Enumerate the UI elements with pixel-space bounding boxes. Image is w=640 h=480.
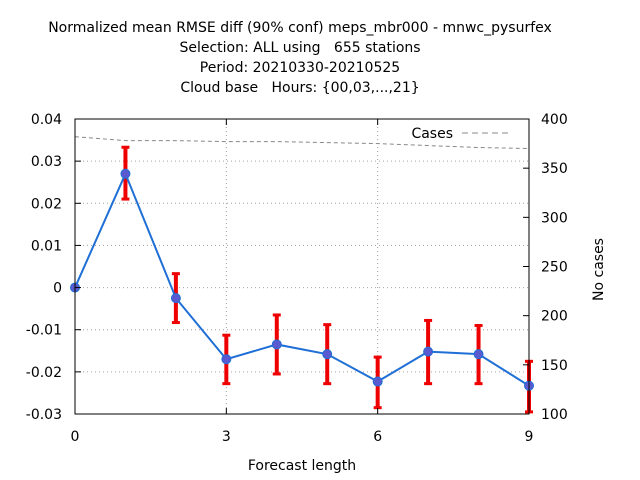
tick-labels: 0.04 0.03 0.02 0.01 0 -0.01 -0.02 -0.03 0 3 6 9 400 3…	[26, 112, 568, 445]
plot-border	[74, 118, 530, 415]
x-tick-label: 9	[525, 429, 534, 445]
x-axis-title: Forecast length	[248, 458, 356, 474]
y-tick-label: -0.01	[26, 323, 62, 339]
chart-title: Normalized mean RMSE diff (90% conf) mep…	[0, 18, 600, 98]
x-tick-label: 3	[222, 429, 231, 445]
legend: Cases	[411, 126, 512, 142]
data-point	[271, 339, 282, 350]
data-point	[170, 293, 181, 304]
y-tick-label: -0.03	[26, 407, 62, 423]
y2-tick-label: 400	[541, 112, 568, 128]
y2-tick-label: 300	[541, 210, 568, 226]
cases-series	[74, 136, 530, 149]
y2-axis-title: No cases	[591, 238, 607, 301]
title-line-3: Period: 20210330-20210525	[199, 60, 401, 76]
y-tick-label: 0.03	[31, 154, 62, 170]
y2-tick-label: 200	[541, 309, 568, 325]
cases-line	[74, 136, 530, 149]
main-series	[70, 168, 534, 391]
data-point	[372, 376, 383, 387]
title-line-4: Cloud base Hours: {00,03,...,21}	[180, 80, 420, 96]
y2-tick-label: 150	[541, 358, 568, 374]
y2-tick-label: 100	[541, 407, 568, 423]
y2-tick-label: 350	[541, 161, 568, 177]
data-point	[473, 349, 484, 360]
series-line	[74, 171, 530, 387]
x-tick-label: 6	[373, 429, 382, 445]
y-tick-label: -0.02	[26, 365, 62, 381]
plot-frame	[74, 118, 530, 415]
legend-label-cases: Cases	[411, 126, 453, 142]
data-point	[120, 168, 131, 179]
y-tick-label: 0	[53, 281, 62, 297]
title-line-2: Selection: ALL using 655 stations	[179, 40, 421, 56]
x-tick-label: 0	[71, 429, 80, 445]
title-line-1: Normalized mean RMSE diff (90% conf) mep…	[48, 20, 552, 36]
y-tick-label: 0.04	[31, 112, 62, 128]
data-point	[322, 349, 333, 360]
data-point	[221, 354, 232, 365]
y-tick-label: 0.01	[31, 238, 62, 254]
grid-lines	[75, 119, 529, 414]
y-tick-label: 0.02	[31, 196, 62, 212]
data-point	[423, 346, 434, 357]
y2-tick-label: 250	[541, 260, 568, 276]
